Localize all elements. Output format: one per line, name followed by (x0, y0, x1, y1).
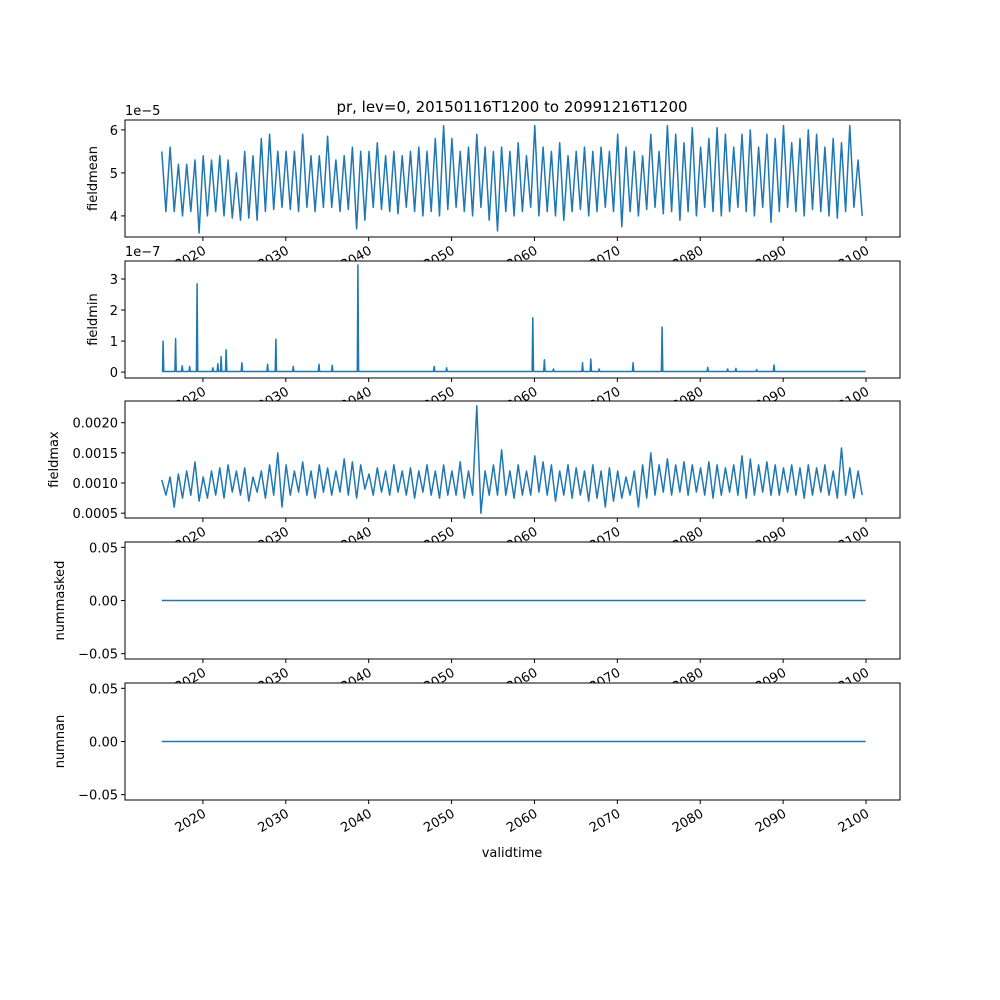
chart-title: pr, lev=0, 20150116T1200 to 20991216T120… (336, 98, 687, 116)
y-axis-label: numnan (53, 715, 68, 769)
y-tick-label: 0.00 (89, 736, 118, 751)
y-tick-label: −0.05 (78, 789, 118, 804)
y-axis-label: nummasked (53, 561, 68, 641)
y-tick-label: 0.00 (89, 595, 118, 610)
plot-area (125, 401, 900, 518)
plot-area (125, 261, 900, 378)
y-tick-label: −0.05 (78, 648, 118, 663)
axes-frame (124, 400, 901, 519)
offset-text: 1e−7 (125, 245, 160, 260)
y-tick-label: 6 (110, 124, 118, 139)
y-tick-label: 0.05 (89, 682, 118, 697)
y-axis-label: fieldmean (86, 146, 101, 211)
y-tick-label: 1 (110, 335, 118, 350)
y-axis-label: fieldmax (47, 431, 62, 488)
offset-text: 1e−5 (125, 104, 160, 119)
y-tick-label: 0.05 (89, 541, 118, 556)
y-tick-label: 0.0005 (73, 507, 119, 522)
y-tick-label: 4 (110, 210, 118, 225)
data-line-fieldmin (161, 264, 866, 373)
x-axis-label: validtime (482, 846, 543, 861)
data-line-fieldmax (161, 405, 863, 514)
y-tick-label: 3 (110, 273, 118, 288)
y-tick-label: 2 (110, 304, 118, 319)
axes-frame (124, 119, 901, 238)
y-tick-label: 0 (110, 366, 118, 381)
data-line-fieldmean (161, 124, 863, 234)
y-tick-label: 0.0020 (73, 417, 119, 432)
y-tick-label: 0.0010 (73, 477, 119, 492)
axes-frame (124, 260, 901, 379)
y-tick-label: 5 (110, 167, 118, 182)
y-axis-label: fieldmin (86, 293, 101, 346)
y-tick-label: 0.0015 (73, 447, 119, 462)
